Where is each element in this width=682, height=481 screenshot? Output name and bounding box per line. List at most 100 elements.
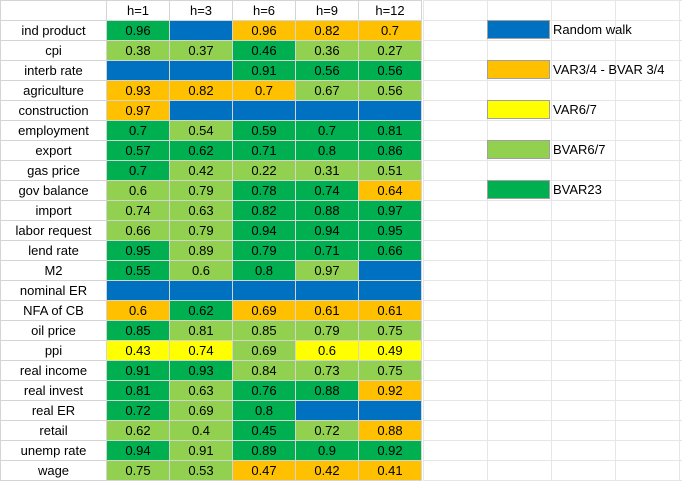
value-cell[interactable]: 0.6 xyxy=(106,300,170,321)
value-cell[interactable]: 0.94 xyxy=(106,440,170,461)
value-cell[interactable]: 0.61 xyxy=(358,300,422,321)
value-cell[interactable]: 0.81 xyxy=(106,380,170,401)
value-cell[interactable] xyxy=(169,60,233,81)
value-cell[interactable]: 0.71 xyxy=(232,140,296,161)
value-cell[interactable]: 0.96 xyxy=(106,20,170,41)
row-label[interactable]: employment xyxy=(0,120,107,141)
value-cell[interactable]: 0.88 xyxy=(358,420,422,441)
value-cell[interactable]: 0.69 xyxy=(232,340,296,361)
value-cell[interactable]: 0.75 xyxy=(358,320,422,341)
value-cell[interactable]: 0.79 xyxy=(169,180,233,201)
value-cell[interactable]: 0.22 xyxy=(232,160,296,181)
legend-swatch[interactable] xyxy=(487,180,550,199)
row-label[interactable]: retail xyxy=(0,420,107,441)
value-cell[interactable]: 0.55 xyxy=(106,260,170,281)
value-cell[interactable]: 0.56 xyxy=(358,60,422,81)
value-cell[interactable] xyxy=(169,20,233,41)
value-cell[interactable]: 0.67 xyxy=(295,80,359,101)
value-cell[interactable]: 0.62 xyxy=(106,420,170,441)
value-cell[interactable]: 0.78 xyxy=(232,180,296,201)
value-cell[interactable]: 0.91 xyxy=(106,360,170,381)
value-cell[interactable]: 0.51 xyxy=(358,160,422,181)
value-cell[interactable] xyxy=(169,100,233,121)
value-cell[interactable]: 0.64 xyxy=(358,180,422,201)
header-cell[interactable]: h=3 xyxy=(169,0,233,21)
value-cell[interactable]: 0.6 xyxy=(169,260,233,281)
value-cell[interactable]: 0.89 xyxy=(232,440,296,461)
row-label[interactable]: NFA of CB xyxy=(0,300,107,321)
value-cell[interactable]: 0.93 xyxy=(106,80,170,101)
value-cell[interactable]: 0.7 xyxy=(232,80,296,101)
value-cell[interactable]: 0.62 xyxy=(169,300,233,321)
value-cell[interactable]: 0.74 xyxy=(106,200,170,221)
value-cell[interactable]: 0.94 xyxy=(232,220,296,241)
value-cell[interactable] xyxy=(295,100,359,121)
value-cell[interactable]: 0.82 xyxy=(232,200,296,221)
row-label[interactable]: wage xyxy=(0,460,107,481)
value-cell[interactable] xyxy=(232,280,296,301)
legend-swatch[interactable] xyxy=(487,140,550,159)
value-cell[interactable] xyxy=(358,100,422,121)
value-cell[interactable] xyxy=(295,400,359,421)
header-cell[interactable]: h=9 xyxy=(295,0,359,21)
legend-swatch[interactable] xyxy=(487,100,550,119)
value-cell[interactable]: 0.4 xyxy=(169,420,233,441)
value-cell[interactable]: 0.97 xyxy=(295,260,359,281)
value-cell[interactable]: 0.71 xyxy=(295,240,359,261)
value-cell[interactable]: 0.91 xyxy=(169,440,233,461)
legend-label[interactable]: VAR6/7 xyxy=(553,102,597,117)
value-cell[interactable]: 0.79 xyxy=(232,240,296,261)
value-cell[interactable] xyxy=(295,280,359,301)
row-label[interactable]: nominal ER xyxy=(0,280,107,301)
value-cell[interactable]: 0.82 xyxy=(295,20,359,41)
legend-label[interactable]: VAR3/4 - BVAR 3/4 xyxy=(553,62,665,77)
value-cell[interactable]: 0.82 xyxy=(169,80,233,101)
row-label[interactable]: M2 xyxy=(0,260,107,281)
value-cell[interactable]: 0.81 xyxy=(358,120,422,141)
value-cell[interactable]: 0.6 xyxy=(106,180,170,201)
value-cell[interactable]: 0.46 xyxy=(232,40,296,61)
row-label[interactable]: unemp rate xyxy=(0,440,107,461)
legend-swatch[interactable] xyxy=(487,60,550,79)
value-cell[interactable]: 0.61 xyxy=(295,300,359,321)
value-cell[interactable] xyxy=(358,280,422,301)
value-cell[interactable]: 0.59 xyxy=(232,120,296,141)
value-cell[interactable]: 0.8 xyxy=(295,140,359,161)
value-cell[interactable]: 0.89 xyxy=(169,240,233,261)
legend-swatch[interactable] xyxy=(487,20,550,39)
value-cell[interactable]: 0.96 xyxy=(232,20,296,41)
row-label[interactable]: real income xyxy=(0,360,107,381)
value-cell[interactable]: 0.63 xyxy=(169,200,233,221)
row-label[interactable]: import xyxy=(0,200,107,221)
value-cell[interactable]: 0.69 xyxy=(232,300,296,321)
value-cell[interactable]: 0.69 xyxy=(169,400,233,421)
corner-cell[interactable] xyxy=(0,0,107,21)
row-label[interactable]: export xyxy=(0,140,107,161)
value-cell[interactable]: 0.92 xyxy=(358,440,422,461)
value-cell[interactable]: 0.27 xyxy=(358,40,422,61)
row-label[interactable]: gas price xyxy=(0,160,107,181)
value-cell[interactable]: 0.42 xyxy=(169,160,233,181)
value-cell[interactable]: 0.85 xyxy=(106,320,170,341)
value-cell[interactable]: 0.49 xyxy=(358,340,422,361)
value-cell[interactable]: 0.74 xyxy=(169,340,233,361)
value-cell[interactable]: 0.7 xyxy=(106,120,170,141)
value-cell[interactable]: 0.8 xyxy=(232,400,296,421)
value-cell[interactable]: 0.38 xyxy=(106,40,170,61)
value-cell[interactable] xyxy=(358,400,422,421)
value-cell[interactable]: 0.8 xyxy=(232,260,296,281)
header-cell[interactable]: h=12 xyxy=(358,0,422,21)
value-cell[interactable] xyxy=(106,60,170,81)
value-cell[interactable]: 0.93 xyxy=(169,360,233,381)
row-label[interactable]: real invest xyxy=(0,380,107,401)
value-cell[interactable]: 0.79 xyxy=(169,220,233,241)
value-cell[interactable] xyxy=(169,280,233,301)
value-cell[interactable] xyxy=(106,280,170,301)
value-cell[interactable]: 0.72 xyxy=(106,400,170,421)
value-cell[interactable]: 0.56 xyxy=(358,80,422,101)
value-cell[interactable]: 0.31 xyxy=(295,160,359,181)
value-cell[interactable]: 0.62 xyxy=(169,140,233,161)
value-cell[interactable]: 0.73 xyxy=(295,360,359,381)
value-cell[interactable]: 0.57 xyxy=(106,140,170,161)
value-cell[interactable]: 0.97 xyxy=(358,200,422,221)
